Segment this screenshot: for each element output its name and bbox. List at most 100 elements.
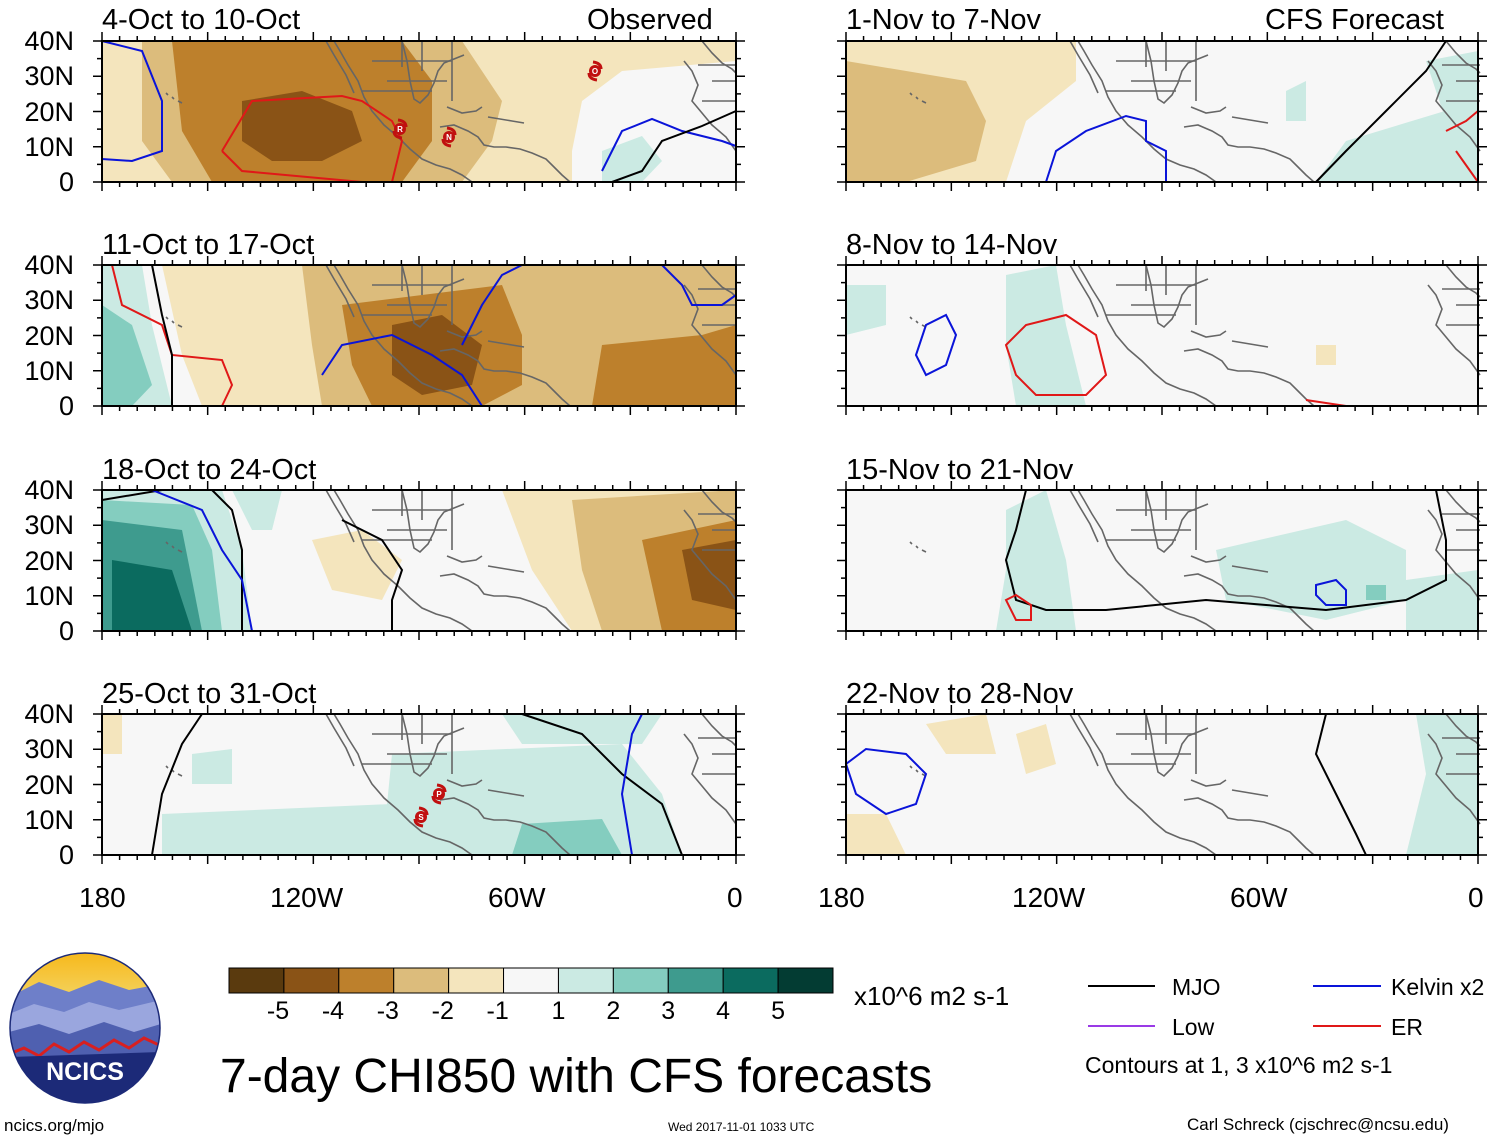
colorbar-swatch bbox=[228, 967, 285, 994]
shading bbox=[102, 41, 736, 182]
colorbar-tick-label: -1 bbox=[486, 997, 509, 1025]
colorbar-tick-label: -5 bbox=[266, 997, 290, 1025]
lat-label-10n: 10N bbox=[24, 580, 74, 611]
colorbar-tick-label: -4 bbox=[321, 997, 345, 1025]
shading-region bbox=[1406, 714, 1478, 855]
website-link[interactable]: ncics.org/mjo bbox=[4, 1116, 105, 1135]
lat-label-30n: 30N bbox=[24, 285, 74, 316]
lon-label-0-left: 0 bbox=[727, 882, 743, 913]
lat-label-30n: 30N bbox=[24, 510, 74, 541]
forecast-label: CFS Forecast bbox=[1265, 4, 1444, 36]
colorbar-tick-label: -3 bbox=[376, 997, 399, 1025]
shading-region bbox=[232, 490, 282, 530]
panel-title-obs-4: 25-Oct to 31-Oct bbox=[102, 678, 317, 710]
colorbar-units: x10^6 m2 s-1 bbox=[854, 981, 1010, 1011]
contour-line bbox=[1445, 110, 1479, 183]
colorbar-swatch bbox=[722, 967, 779, 994]
colorbar-tick-label: -2 bbox=[431, 997, 454, 1025]
panel-title-fc-4: 22-Nov to 28-Nov bbox=[846, 678, 1074, 710]
lat-label-20n: 20N bbox=[24, 320, 74, 351]
contour-line bbox=[321, 333, 483, 407]
colorbar-swatch bbox=[667, 967, 724, 994]
lat-label-10n: 10N bbox=[24, 131, 74, 162]
panel-title-fc-3: 15-Nov to 21-Nov bbox=[846, 454, 1074, 486]
timestamp: Wed 2017-11-01 1033 UTC bbox=[668, 1120, 815, 1134]
contours-note: Contours at 1, 3 x10^6 m2 s-1 bbox=[1085, 1052, 1393, 1078]
shading-region bbox=[682, 540, 736, 610]
shading-region bbox=[502, 714, 662, 744]
shading-region bbox=[1366, 585, 1386, 600]
legend-low-label: Low bbox=[1172, 1014, 1215, 1040]
colorbar-tick-label: 3 bbox=[661, 997, 676, 1025]
panel-title-fc-1: 1-Nov to 7-Nov bbox=[846, 4, 1042, 36]
contour-line bbox=[461, 264, 523, 346]
map-panel-observed-2 bbox=[93, 256, 745, 415]
colorbar-swatch bbox=[612, 967, 669, 994]
shading-region bbox=[512, 819, 622, 855]
shading-region bbox=[1316, 345, 1336, 365]
panel-title-obs-1: 4-Oct to 10-Oct bbox=[102, 4, 301, 36]
map-panel-forecast-1 bbox=[837, 32, 1487, 191]
shading-region bbox=[192, 749, 232, 784]
axis-ticks bbox=[93, 481, 745, 640]
shading-region bbox=[242, 91, 362, 161]
colorbar-swatch bbox=[283, 967, 340, 994]
contour-line bbox=[101, 40, 163, 163]
shading-region bbox=[392, 315, 482, 395]
shading bbox=[102, 490, 736, 631]
contour-line bbox=[341, 519, 404, 631]
shading-region bbox=[602, 136, 662, 182]
shading-region bbox=[592, 325, 736, 406]
lon-label-120w-right: 120W bbox=[1012, 882, 1086, 913]
contour-line bbox=[1004, 593, 1032, 621]
contour-line bbox=[1315, 40, 1447, 183]
axis-ticks bbox=[837, 481, 1487, 640]
logo-text: NCICS bbox=[46, 1058, 124, 1086]
map-panel-forecast-2 bbox=[837, 256, 1487, 415]
map-panel-forecast-3 bbox=[837, 481, 1487, 640]
axis-ticks bbox=[837, 256, 1487, 415]
lat-label-0: 0 bbox=[58, 167, 74, 197]
contour-line bbox=[521, 713, 683, 856]
colorbar-swatch bbox=[777, 967, 834, 994]
contour-line bbox=[1315, 578, 1347, 606]
map-panel-forecast-4 bbox=[837, 705, 1487, 864]
contour-line bbox=[1045, 114, 1167, 183]
storm-marker-label: P bbox=[436, 790, 442, 799]
contour-line bbox=[221, 94, 404, 183]
lat-label-30n: 30N bbox=[24, 734, 74, 765]
shading-region bbox=[102, 305, 152, 406]
legend-kelvin-label: Kelvin x2 bbox=[1391, 974, 1485, 1000]
lat-label-40n: 40N bbox=[24, 26, 74, 56]
lon-label-180-left: 180 bbox=[79, 882, 126, 913]
lat-label-10n: 10N bbox=[24, 804, 74, 835]
shading-region bbox=[1006, 265, 1086, 406]
lat-label-20n: 20N bbox=[24, 769, 74, 800]
contour-line bbox=[101, 489, 243, 631]
lon-label-0-right: 0 bbox=[1468, 882, 1484, 913]
shading-region bbox=[1406, 570, 1478, 631]
storm-marker-label: N bbox=[446, 133, 452, 142]
storm-marker-label: S bbox=[418, 813, 424, 822]
contour-line bbox=[151, 713, 203, 856]
contour-line bbox=[914, 313, 958, 377]
shading bbox=[102, 265, 736, 406]
axis-ticks bbox=[93, 32, 745, 191]
shading-region bbox=[846, 814, 906, 855]
shading bbox=[846, 714, 1478, 855]
shading-region bbox=[926, 714, 996, 754]
axis-ticks bbox=[837, 705, 1487, 864]
lat-label-40n: 40N bbox=[24, 250, 74, 280]
shading-region bbox=[112, 560, 192, 631]
colorbar-swatch bbox=[448, 967, 505, 994]
lon-label-180-right: 180 bbox=[818, 882, 865, 913]
shading-region bbox=[312, 530, 402, 600]
contour-line bbox=[601, 117, 737, 172]
shading bbox=[846, 41, 1478, 182]
lat-label-10n: 10N bbox=[24, 355, 74, 386]
contour-line bbox=[611, 110, 737, 183]
panel-title-obs-3: 18-Oct to 24-Oct bbox=[102, 454, 317, 486]
lat-label-0: 0 bbox=[58, 616, 74, 646]
contour-line bbox=[151, 489, 253, 632]
colorbar bbox=[228, 967, 834, 994]
